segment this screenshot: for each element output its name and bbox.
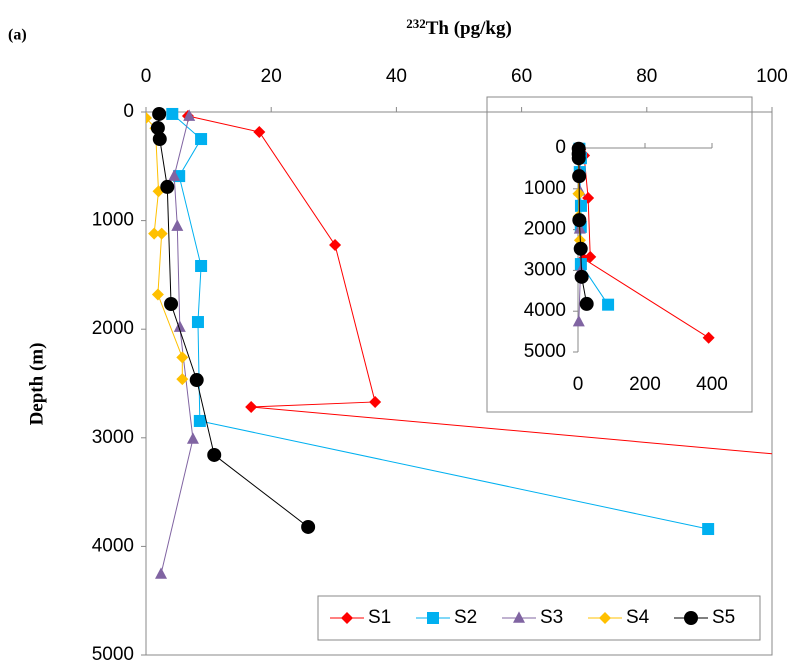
- y-axis-label: Depth (m): [26, 343, 47, 426]
- legend-marker: [427, 612, 439, 624]
- marker: [195, 133, 208, 146]
- y-tick-label: 4000: [524, 300, 566, 321]
- marker: [702, 331, 715, 344]
- x-tick-label: 400: [696, 374, 728, 395]
- marker: [151, 288, 164, 301]
- y-tick-label: 3000: [92, 427, 134, 448]
- x-tick-label: 60: [511, 66, 532, 87]
- marker: [152, 132, 167, 147]
- x-tick-label: 20: [261, 66, 282, 87]
- inset-frame: [486, 96, 753, 413]
- marker: [572, 169, 587, 184]
- chart-title: 232Th (pg/kg): [406, 16, 512, 39]
- legend-label: S3: [540, 607, 563, 628]
- marker: [160, 179, 175, 194]
- title-superscript: 232: [406, 16, 426, 31]
- marker: [171, 219, 184, 231]
- marker: [574, 199, 587, 212]
- marker: [164, 297, 179, 312]
- marker: [155, 227, 168, 240]
- legend-label: S1: [368, 607, 391, 628]
- marker: [702, 523, 715, 536]
- marker: [207, 447, 222, 462]
- marker: [186, 432, 199, 444]
- marker: [166, 107, 179, 120]
- y-tick-label: 2000: [524, 219, 566, 240]
- marker: [253, 125, 266, 138]
- marker: [571, 151, 586, 166]
- legend-marker: [599, 612, 611, 624]
- title-main: Th (pg/kg): [426, 18, 512, 39]
- marker: [183, 109, 196, 121]
- marker: [574, 269, 589, 284]
- series-line: [160, 115, 194, 575]
- x-tick-label: 200: [629, 374, 661, 395]
- series-group: [146, 106, 772, 579]
- panel-label: (a): [8, 27, 27, 44]
- marker: [572, 213, 587, 228]
- y-tick-label: 5000: [92, 644, 134, 665]
- series-group: [571, 141, 715, 344]
- marker: [579, 296, 594, 311]
- marker: [176, 351, 189, 364]
- marker: [150, 120, 165, 135]
- marker: [193, 414, 206, 427]
- legend-label: S5: [712, 607, 735, 628]
- y-tick-label: 0: [555, 137, 566, 158]
- marker: [148, 227, 161, 240]
- marker: [155, 567, 168, 579]
- x-tick-label: 0: [141, 66, 152, 87]
- marker: [191, 316, 204, 329]
- marker: [245, 400, 258, 413]
- marker: [329, 239, 342, 252]
- series-line: [187, 115, 772, 455]
- y-tick-label: 1000: [92, 210, 134, 231]
- x-tick-label: 0: [573, 374, 584, 395]
- marker: [168, 169, 181, 181]
- marker: [173, 320, 186, 332]
- y-tick-label: 1000: [524, 178, 566, 199]
- legend-label: S4: [626, 607, 650, 628]
- marker: [301, 519, 316, 534]
- y-tick-label: 5000: [524, 341, 566, 362]
- x-tick-label: 80: [636, 66, 657, 87]
- marker: [602, 298, 615, 311]
- legend-label: S2: [454, 607, 477, 628]
- marker: [573, 241, 588, 256]
- y-tick-label: 3000: [524, 259, 566, 280]
- marker: [369, 395, 382, 408]
- y-tick-label: 0: [123, 101, 134, 122]
- marker: [146, 111, 152, 124]
- marker: [152, 106, 167, 121]
- legend-marker: [513, 611, 525, 623]
- legend-marker: [341, 612, 353, 624]
- x-tick-label: 100: [756, 66, 788, 87]
- x-tick-label: 40: [386, 66, 407, 87]
- y-tick-label: 2000: [92, 318, 134, 339]
- y-tick-label: 4000: [92, 535, 134, 556]
- marker: [572, 314, 585, 327]
- series-line: [146, 117, 183, 380]
- marker: [195, 259, 208, 272]
- marker: [189, 373, 204, 388]
- legend-marker: [684, 611, 698, 625]
- marker: [176, 373, 189, 386]
